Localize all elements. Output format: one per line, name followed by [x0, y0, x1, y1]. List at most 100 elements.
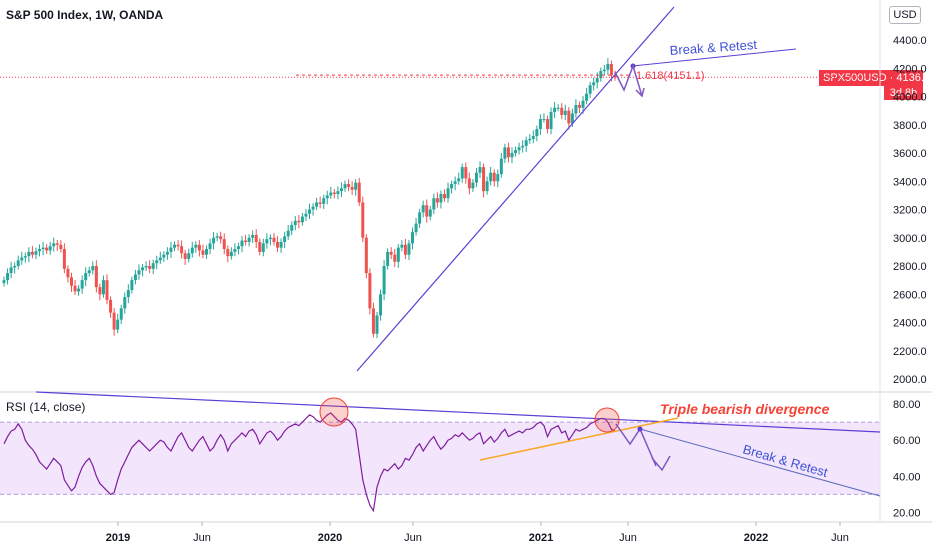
candle-body — [293, 220, 297, 226]
time-tick-label: Jun — [619, 532, 637, 544]
candle-body — [265, 239, 269, 244]
candle-body — [503, 147, 507, 159]
candle-body — [407, 243, 411, 255]
candle-body — [400, 244, 404, 248]
candle-body — [368, 273, 372, 309]
projection-arrow — [614, 63, 643, 97]
candle-body — [130, 280, 134, 291]
candle-body — [393, 254, 397, 262]
candle-body — [318, 202, 322, 204]
candle-body — [435, 198, 439, 203]
candle-body — [34, 251, 38, 255]
candle-body — [80, 280, 84, 289]
candle-body — [116, 319, 120, 330]
candle-body — [41, 247, 45, 250]
candle-body — [357, 182, 361, 203]
projection-arrowhead — [635, 87, 645, 98]
candle-body — [300, 216, 304, 223]
price-tick-label: 3000.0 — [893, 233, 927, 245]
candle-body — [510, 153, 514, 158]
time-tick-label: Jun — [831, 532, 849, 544]
candle-body — [212, 237, 216, 244]
candle-body — [432, 198, 436, 210]
price-tick-label: 3600.0 — [893, 148, 927, 160]
time-tick-label: 2021 — [529, 532, 553, 544]
candle-body — [325, 195, 329, 199]
rsi-indicator-label[interactable]: RSI (14, close) — [6, 400, 86, 414]
candle-body — [187, 253, 191, 259]
price-tick-label: 2000.0 — [893, 374, 927, 386]
currency-button[interactable]: USD — [889, 6, 921, 24]
candle-body — [560, 107, 564, 115]
candle-body — [599, 71, 603, 79]
candle-body — [453, 181, 457, 185]
candle-body — [283, 236, 287, 242]
candle-body — [517, 147, 521, 151]
current-price-label: SPX500USD · 4136.6 — [819, 70, 930, 86]
candle-body — [30, 251, 34, 255]
candle-body — [233, 249, 237, 252]
candle-body — [442, 193, 446, 199]
candle-body — [123, 297, 127, 309]
candle-body — [425, 205, 429, 217]
candle-body — [119, 308, 123, 320]
candle-body — [304, 213, 308, 217]
candle-body — [158, 257, 162, 261]
price-sep: · — [889, 72, 897, 84]
candle-body — [538, 119, 542, 129]
candle-body — [84, 273, 88, 281]
symbol-label: SPX500USD — [823, 72, 887, 84]
candle-body — [478, 167, 482, 173]
candle-body — [151, 263, 155, 269]
candle-body — [268, 237, 272, 240]
candle-body — [194, 244, 198, 248]
price-tick-label: 4000.0 — [893, 92, 927, 104]
candle-body — [52, 243, 56, 247]
price-tick-label: 2600.0 — [893, 289, 927, 301]
rsi-tick-label: 40.00 — [893, 471, 921, 483]
rsi-retest-handle — [637, 426, 643, 432]
rsi-trend-line — [35, 391, 881, 433]
candle-body — [411, 232, 415, 244]
candle-body — [6, 273, 10, 281]
candle-body — [244, 240, 248, 242]
candle-body — [524, 140, 528, 146]
candle-body — [279, 241, 283, 248]
candle-body — [482, 167, 486, 192]
candle-body — [162, 254, 166, 258]
rsi-tick-label: 80.00 — [893, 399, 921, 411]
candle-body — [222, 239, 226, 250]
candle-body — [389, 251, 393, 255]
candle-body — [322, 198, 326, 204]
candle-body — [197, 244, 201, 251]
candle-body — [549, 112, 553, 129]
candle-body — [570, 113, 574, 124]
candle-body — [105, 280, 109, 300]
candle-body — [602, 69, 606, 72]
candle-body — [155, 260, 159, 264]
price-value: 4136.6 — [896, 72, 931, 84]
candle-body — [276, 241, 280, 248]
time-tick-label: 2020 — [318, 532, 342, 544]
rsi-band — [0, 422, 880, 495]
candle-body — [290, 225, 294, 231]
candle-body — [446, 188, 450, 199]
candle-body — [180, 246, 184, 254]
candle-body — [204, 249, 208, 255]
candle-body — [332, 192, 336, 194]
candle-body — [588, 85, 592, 94]
candle-body — [460, 167, 464, 179]
candle-body — [474, 172, 478, 183]
candle-body — [38, 249, 42, 252]
candle-body — [87, 270, 91, 274]
price-tick-label: 2400.0 — [893, 318, 927, 330]
candle-body — [183, 253, 187, 259]
candle-body — [148, 266, 152, 269]
candle-body — [609, 64, 613, 76]
candle-body — [247, 237, 251, 242]
candle-body — [66, 268, 70, 278]
bar-countdown: 3d 8h — [884, 86, 923, 100]
divergence-circle — [319, 397, 349, 427]
